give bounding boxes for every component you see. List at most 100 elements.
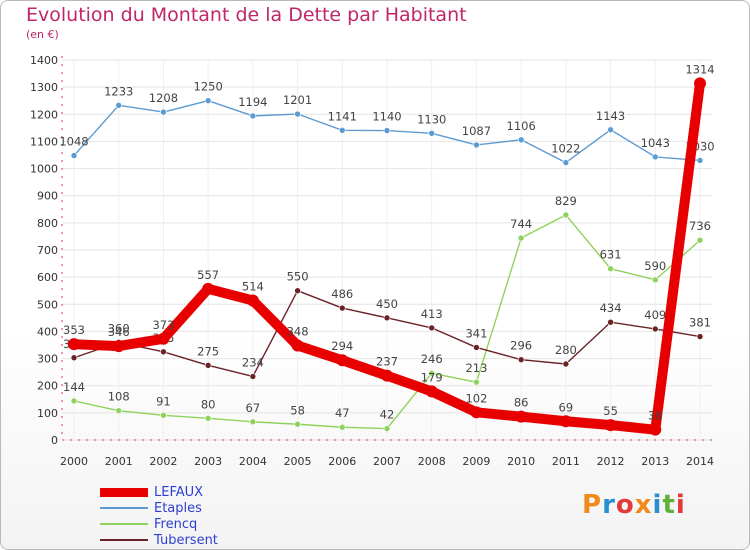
x-tick-label: 2008 <box>418 455 446 468</box>
data-point <box>428 324 436 332</box>
data-point <box>294 110 301 118</box>
legend-item-tubersent: Tubersent <box>100 532 218 548</box>
data-label: 1087 <box>462 124 491 138</box>
data-label: 1130 <box>417 112 446 126</box>
data-label: 294 <box>331 339 353 353</box>
data-label: 360 <box>108 321 130 335</box>
data-point <box>607 126 614 134</box>
x-tick-label: 2004 <box>239 455 267 468</box>
data-point <box>157 332 170 345</box>
y-tick-label: 1400 <box>30 54 58 67</box>
data-label: 736 <box>689 219 711 233</box>
data-point <box>160 348 167 356</box>
data-point <box>383 425 391 432</box>
data-point <box>517 356 525 363</box>
logo-letter: o <box>615 490 635 520</box>
data-point <box>696 236 704 244</box>
data-point <box>202 282 215 295</box>
logo-letter: t <box>662 490 676 520</box>
data-point <box>338 304 346 312</box>
data-point <box>649 423 662 436</box>
data-point <box>70 354 78 362</box>
data-point <box>425 385 438 398</box>
data-point <box>249 418 257 426</box>
legend-label: Etaples <box>154 500 202 516</box>
data-point <box>160 411 167 419</box>
proxiti-logo: Proxiti <box>582 490 686 520</box>
data-point <box>515 410 528 423</box>
data-point <box>517 136 525 144</box>
data-label: 275 <box>197 344 219 358</box>
data-label: 280 <box>555 343 577 357</box>
data-label: 38 <box>648 409 663 423</box>
y-tick-label: 1000 <box>30 163 58 176</box>
data-point <box>68 338 80 351</box>
data-label: 450 <box>376 297 398 311</box>
data-label: 1022 <box>551 142 580 156</box>
legend-swatch <box>100 539 148 541</box>
logo-letter: i <box>675 490 686 520</box>
data-label: 348 <box>287 325 309 339</box>
data-point <box>604 419 617 432</box>
data-point <box>473 141 480 149</box>
data-point <box>562 360 570 368</box>
data-label: 237 <box>376 355 398 369</box>
data-label: 58 <box>290 403 305 417</box>
data-point <box>651 153 659 161</box>
data-label: 1141 <box>328 109 357 123</box>
x-tick-label: 2006 <box>328 455 356 468</box>
legend-item-frencq: Frencq <box>100 516 218 532</box>
data-label: 341 <box>465 326 487 340</box>
data-label: 557 <box>197 268 219 282</box>
data-point <box>249 112 257 120</box>
data-point <box>651 276 659 284</box>
x-tick-label: 2014 <box>686 455 714 468</box>
data-label: 353 <box>63 323 85 337</box>
chart-legend: LEFAUX Etaples Frencq Tubersent <box>100 484 218 548</box>
data-label: 144 <box>63 380 85 394</box>
x-tick-label: 2005 <box>284 455 312 468</box>
data-point <box>70 397 78 405</box>
data-label: 86 <box>514 396 529 410</box>
data-point <box>246 294 259 307</box>
data-point <box>559 415 572 428</box>
data-label: 91 <box>156 394 171 408</box>
x-tick-label: 2012 <box>597 455 625 468</box>
x-tick-label: 2010 <box>507 455 535 468</box>
y-tick-label: 0 <box>51 434 58 447</box>
legend-item-etaples: Etaples <box>100 500 218 516</box>
chart-title: Evolution du Montant de la Dette par Hab… <box>26 4 467 26</box>
data-label: 744 <box>510 217 532 231</box>
data-label: 67 <box>246 401 261 415</box>
data-label: 1233 <box>104 84 133 98</box>
logo-letter: x <box>634 490 653 520</box>
data-label: 346 <box>108 325 130 339</box>
data-label: 1314 <box>685 62 714 76</box>
data-label: 296 <box>510 339 532 353</box>
data-label: 42 <box>380 408 395 422</box>
data-point <box>696 157 704 164</box>
data-label: 434 <box>600 301 622 315</box>
data-point <box>70 152 78 159</box>
y-tick-label: 600 <box>37 271 58 284</box>
data-point <box>112 340 125 353</box>
data-point <box>383 127 391 134</box>
y-tick-label: 200 <box>37 380 58 393</box>
data-label: 1201 <box>283 93 312 107</box>
data-label: 1048 <box>59 135 88 149</box>
legend-swatch <box>100 507 148 509</box>
data-label: 80 <box>201 397 216 411</box>
data-point <box>249 373 257 380</box>
data-point <box>562 159 570 166</box>
data-point <box>160 108 167 116</box>
data-point <box>294 420 301 428</box>
data-point <box>204 362 212 369</box>
y-tick-label: 800 <box>37 217 58 230</box>
x-tick-label: 2003 <box>194 455 222 468</box>
x-tick-label: 2002 <box>149 455 177 468</box>
data-point <box>294 287 301 295</box>
data-point <box>696 333 704 340</box>
y-tick-label: 900 <box>37 190 58 203</box>
data-point <box>473 378 480 386</box>
